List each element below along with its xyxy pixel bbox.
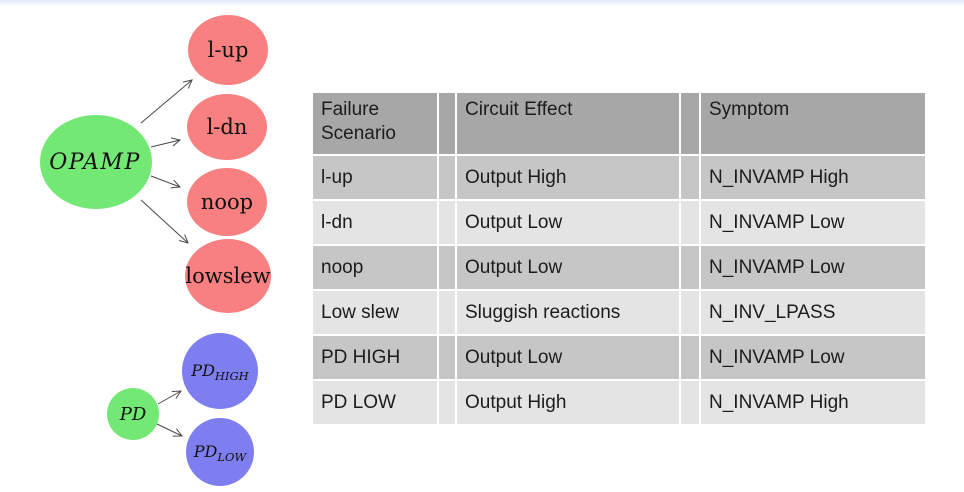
row-pdlow-symptom: N_INVAMP High (701, 381, 925, 424)
edge-opamp-to-noop (150, 175, 182, 189)
node-pdlow (186, 418, 254, 486)
row-pdhigh-spacer-1 (439, 336, 455, 379)
header-spacer-2 (681, 93, 699, 154)
node-opamp (40, 115, 152, 209)
top-accent-bar (0, 0, 964, 6)
row-lowslew-scenario: Low slew (313, 291, 437, 334)
row-lup-spacer-2 (681, 156, 699, 199)
node-noop (187, 168, 267, 236)
row-ldn-spacer-1 (439, 201, 455, 244)
header-symptom: Symptom (701, 93, 925, 154)
node-ldn (187, 94, 267, 160)
row-lowslew-spacer-2 (681, 291, 699, 334)
header-circuit-effect: Circuit Effect (457, 93, 679, 154)
node-lup (188, 15, 268, 85)
row-noop-spacer-1 (439, 246, 455, 289)
row-lup-scenario: l-up (313, 156, 437, 199)
node-pdhigh (182, 333, 258, 409)
edge-pd-to-pdhigh (157, 390, 182, 405)
row-pdlow-spacer-1 (439, 381, 455, 424)
row-pdlow-effect: Output High (457, 381, 679, 424)
row-lowslew-spacer-1 (439, 291, 455, 334)
row-lowslew-symptom: N_INV_LPASS (701, 291, 925, 334)
fault-tree-diagram: OPAMP l-up l-dn noop lowslew PD PDHIGH P… (40, 15, 271, 486)
node-label-lup: l-up (208, 38, 249, 62)
row-pdhigh-effect: Output Low (457, 336, 679, 379)
row-noop-scenario: noop (313, 246, 437, 289)
pdhigh-main: PD (190, 361, 215, 380)
node-label-opamp: OPAMP (49, 150, 141, 175)
edge-opamp-to-lowslew (140, 199, 189, 244)
row-lowslew-effect: Sluggish reactions (457, 291, 679, 334)
row-pdhigh-symptom: N_INVAMP Low (701, 336, 925, 379)
row-ldn-symptom: N_INVAMP Low (701, 201, 925, 244)
edge-opamp-to-lup (140, 79, 193, 124)
node-label-noop: noop (201, 190, 253, 214)
node-lowslew (185, 239, 271, 313)
pdhigh-subscript: HIGH (214, 369, 250, 383)
row-lup-symptom: N_INVAMP High (701, 156, 925, 199)
row-ldn-spacer-2 (681, 201, 699, 244)
node-label-pdhigh: PDHIGH (190, 361, 249, 383)
node-label-pdlow: PDLOW (193, 442, 248, 464)
row-pdhigh-spacer-2 (681, 336, 699, 379)
pdlow-main: PD (193, 442, 218, 461)
row-ldn-effect: Output Low (457, 201, 679, 244)
row-lup-effect: Output High (457, 156, 679, 199)
node-label-lowslew: lowslew (185, 264, 270, 288)
row-ldn-scenario: l-dn (313, 201, 437, 244)
row-noop-effect: Output Low (457, 246, 679, 289)
row-pdhigh-scenario: PD HIGH (313, 336, 437, 379)
header-failure-scenario: Failure Scenario (313, 93, 437, 154)
node-pd (107, 388, 159, 440)
node-label-pd: PD (119, 404, 147, 425)
header-spacer-1 (439, 93, 455, 154)
node-label-ldn: l-dn (207, 115, 248, 139)
row-noop-symptom: N_INVAMP Low (701, 246, 925, 289)
pdlow-subscript: LOW (216, 450, 247, 464)
row-pdlow-spacer-2 (681, 381, 699, 424)
edge-opamp-to-ldn (150, 137, 182, 148)
row-noop-spacer-2 (681, 246, 699, 289)
row-lup-spacer-1 (439, 156, 455, 199)
failure-scenario-table: Failure Scenario Circuit Effect Symptom … (313, 93, 925, 424)
edge-pd-to-pdlow (156, 423, 184, 437)
row-pdlow-scenario: PD LOW (313, 381, 437, 424)
